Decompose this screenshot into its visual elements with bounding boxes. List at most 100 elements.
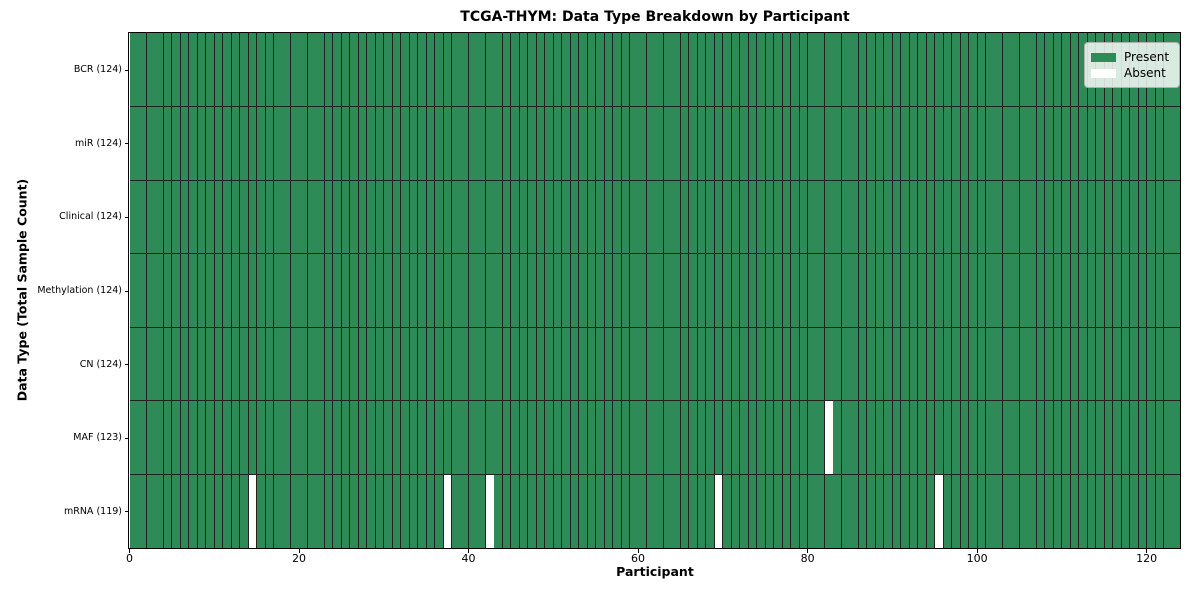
heatmap-cell (172, 327, 180, 401)
heatmap-cell (1096, 474, 1104, 548)
heatmap-cell (1011, 33, 1020, 107)
heatmap-cell (638, 327, 647, 401)
heatmap-cell (757, 107, 765, 180)
heatmap-cell (1121, 180, 1130, 254)
heatmap-cell (740, 180, 748, 254)
heatmap-cell (477, 401, 486, 474)
heatmap-cell (502, 33, 511, 107)
heatmap-cell (909, 180, 918, 254)
heatmap-cell (892, 474, 901, 548)
heatmap-cell (731, 327, 740, 401)
heatmap-cell (511, 474, 519, 548)
x-tick-label: 100 (966, 552, 988, 565)
heatmap-cell (858, 254, 867, 327)
heatmap-cell (646, 180, 655, 254)
heatmap-cell (943, 474, 952, 548)
heatmap-cell (536, 474, 545, 548)
heatmap-cell (519, 474, 528, 548)
heatmap-cell (248, 401, 257, 474)
heatmap-cell (452, 180, 460, 254)
legend-label-present: Present (1124, 50, 1170, 64)
heatmap-cell (867, 180, 875, 254)
heatmap-cell (257, 474, 265, 548)
heatmap-cell (935, 254, 943, 327)
heatmap-cell (477, 107, 486, 180)
heatmap-cell (1172, 254, 1181, 327)
heatmap-cell (969, 180, 977, 254)
heatmap-cell (401, 33, 409, 107)
heatmap-cell (375, 33, 384, 107)
heatmap-cell (977, 474, 986, 548)
heatmap-cell (452, 474, 460, 548)
heatmap-cell (536, 327, 545, 401)
heatmap-cell (1138, 107, 1147, 180)
heatmap-cell (129, 474, 138, 548)
heatmap-cell (655, 180, 664, 254)
heatmap-cell (918, 254, 926, 327)
heatmap-cell (1147, 401, 1155, 474)
heatmap-cell (884, 254, 892, 327)
heatmap-cell (892, 327, 901, 401)
heatmap-cell (1011, 327, 1020, 401)
heatmap-cell (240, 107, 248, 180)
heatmap-cell (384, 180, 392, 254)
heatmap-cell (468, 254, 477, 327)
heatmap-cell (689, 474, 697, 548)
heatmap-cell (409, 33, 418, 107)
heatmap-cell (460, 254, 469, 327)
heatmap-cell (426, 254, 435, 327)
heatmap-cell (841, 327, 850, 401)
heatmap-cell (274, 474, 282, 548)
heatmap-cell (452, 107, 460, 180)
x-tick-label: 0 (126, 552, 133, 565)
heatmap-cell (307, 327, 316, 401)
heatmap-cell (757, 401, 765, 474)
heatmap-cell (1019, 327, 1028, 401)
heatmap-cell (765, 33, 774, 107)
heatmap-cell (1130, 401, 1138, 474)
x-tick-mark (1146, 548, 1148, 553)
heatmap-cell (553, 254, 562, 327)
heatmap-cell (680, 33, 689, 107)
heatmap-cell (824, 474, 833, 548)
heatmap-cell (223, 327, 231, 401)
heatmap-cell (799, 33, 808, 107)
heatmap-cell (324, 401, 333, 474)
heatmap-cell (299, 33, 308, 107)
heatmap-cell (646, 33, 655, 107)
heatmap-cell (782, 401, 791, 474)
heatmap-cell (1045, 327, 1053, 401)
row-label-cn: CN (124) (79, 358, 122, 370)
heatmap-cell (375, 401, 384, 474)
heatmap-cell (909, 107, 918, 180)
heatmap-cell (926, 327, 935, 401)
heatmap-cell (791, 180, 799, 254)
heatmap-cell (180, 180, 189, 254)
heatmap-cell (468, 180, 477, 254)
heatmap-cell (1062, 327, 1070, 401)
heatmap-cell (265, 33, 274, 107)
heatmap-cell (1121, 401, 1130, 474)
heatmap-cell (824, 254, 833, 327)
heatmap-cell (1045, 474, 1053, 548)
heatmap-cell (697, 401, 706, 474)
y-tick-mark (125, 437, 129, 439)
heatmap-cell (587, 33, 596, 107)
heatmap-cell (867, 33, 875, 107)
heatmap-cell (994, 474, 1003, 548)
heatmap-cell (1062, 180, 1070, 254)
heatmap-cell (994, 33, 1003, 107)
heatmap-cell (1163, 327, 1172, 401)
heatmap-cell (189, 254, 197, 327)
heatmap-cell (799, 474, 808, 548)
x-tick-mark (807, 548, 809, 553)
heatmap-cell (969, 401, 977, 474)
row-label-clinical: Clinical (124) (59, 211, 122, 223)
heatmap-cell (587, 107, 596, 180)
y-tick-mark (125, 364, 129, 366)
heatmap-cell (816, 474, 825, 548)
heatmap-cell (1155, 180, 1164, 254)
heatmap-cell (562, 474, 570, 548)
heatmap-cell (435, 107, 443, 180)
heatmap-cell (358, 107, 367, 180)
